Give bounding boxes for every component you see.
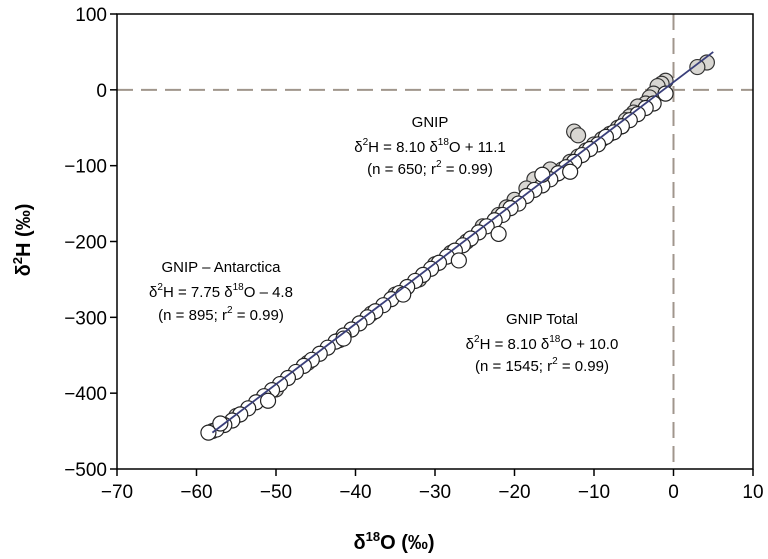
x-tick-label: 10 [742, 482, 763, 503]
x-tick-label: −70 [101, 482, 133, 503]
annotation-gnip-antarctica: GNIP – Antarctica δ2H = 7.75 δ18O – 4.8 … [149, 259, 293, 324]
y-tick-label: −500 [64, 460, 107, 481]
y-tick-label: 0 [96, 81, 107, 102]
data-point-series-1 [569, 127, 587, 144]
y-axis: 100 0 −100 −200 −300 −400 −500 [64, 5, 117, 481]
data-point-series-2 [395, 286, 412, 303]
data-point-series-2 [200, 424, 217, 441]
x-tick-label: −30 [419, 482, 451, 503]
x-tick-label: 0 [668, 482, 679, 503]
y-tick-label: −300 [64, 308, 107, 329]
annotation-total-equation: δ2H = 8.10 δ18O + 10.0 [466, 334, 619, 353]
x-tick-label: −60 [180, 482, 212, 503]
x-axis: −70 −60 −50 −40 −30 −20 −10 0 10 [101, 469, 764, 503]
x-tick-label: −40 [339, 482, 371, 503]
annotation-antarctica-equation: δ2H = 7.75 δ18O – 4.8 [149, 282, 293, 301]
data-point-series-1 [689, 58, 706, 76]
y-tick-label: −100 [64, 157, 107, 178]
data-point-series-2 [212, 415, 229, 432]
y-tick-label: −200 [64, 233, 107, 254]
annotation-gnip-title: GNIP [412, 114, 449, 131]
x-axis-title: δ18O (‰) [353, 529, 434, 554]
annotation-gnip-equation: δ2H = 8.10 δ18O + 11.1 [354, 137, 506, 156]
data-point-series-2 [490, 225, 507, 243]
data-point-series-2 [562, 163, 579, 180]
y-tick-label: 100 [75, 5, 107, 26]
annotation-antarctica-stats: (n = 895; r2 = 0.99) [158, 305, 284, 324]
annotation-gnip: GNIP δ2H = 8.10 δ18O + 11.1 (n = 650; r2… [354, 114, 506, 178]
annotation-gnip-total: GNIP Total δ2H = 8.10 δ18O + 10.0 (n = 1… [466, 311, 619, 375]
data-point-series-2 [450, 252, 467, 269]
annotation-antarctica-title: GNIP – Antarctica [162, 259, 282, 276]
data-point-series-2 [259, 392, 277, 409]
annotation-total-title: GNIP Total [506, 311, 578, 328]
y-axis-title: δ2H (‰) [10, 204, 35, 277]
x-tick-label: −50 [260, 482, 292, 503]
data-point-series-2 [534, 166, 551, 183]
y-tick-label: −400 [64, 384, 107, 405]
annotation-gnip-stats: (n = 650; r2 = 0.99) [367, 159, 493, 178]
regression-line [211, 51, 714, 434]
annotation-total-stats: (n = 1545; r2 = 0.99) [475, 356, 609, 375]
x-tick-label: −10 [578, 482, 610, 503]
x-tick-label: −20 [498, 482, 530, 503]
